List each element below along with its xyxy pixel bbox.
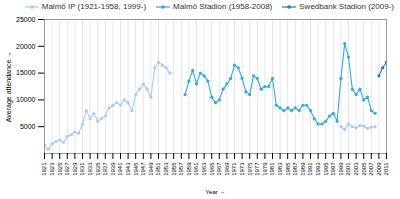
svg-text:2007: 2007 <box>368 162 374 176</box>
svg-text:1921: 1921 <box>41 162 47 176</box>
svg-text:1955: 1955 <box>171 162 177 176</box>
svg-text:1965: 1965 <box>209 162 215 176</box>
svg-text:1927: 1927 <box>64 162 70 176</box>
svg-text:1931: 1931 <box>79 162 85 176</box>
svg-text:1941: 1941 <box>117 162 123 176</box>
svg-text:2003: 2003 <box>353 162 359 176</box>
svg-text:1993: 1993 <box>315 162 321 176</box>
svg-text:1935: 1935 <box>95 162 101 176</box>
svg-text:1997: 1997 <box>330 162 336 176</box>
svg-text:1999: 1999 <box>338 162 344 176</box>
svg-text:1975: 1975 <box>247 162 253 176</box>
svg-text:1945: 1945 <box>133 162 139 176</box>
svg-text:2009: 2009 <box>376 162 382 176</box>
svg-text:1971: 1971 <box>231 162 237 176</box>
svg-text:1963: 1963 <box>201 162 207 176</box>
svg-text:1959: 1959 <box>186 162 192 176</box>
svg-text:1983: 1983 <box>277 162 283 176</box>
svg-text:1989: 1989 <box>300 162 306 176</box>
svg-text:1929: 1929 <box>72 162 78 176</box>
svg-text:1937: 1937 <box>102 162 108 176</box>
svg-text:1977: 1977 <box>254 162 260 176</box>
svg-text:2005: 2005 <box>361 162 367 176</box>
svg-text:1969: 1969 <box>224 162 230 176</box>
html-text:Malmö IP (1921-1958, 1999-): Malmö IP (1921-1958, 1999-) <box>41 2 147 11</box>
svg-text:20000: 20000 <box>16 43 36 50</box>
svg-text:1967: 1967 <box>216 162 222 176</box>
svg-text:1943: 1943 <box>125 162 131 176</box>
svg-text:15000: 15000 <box>16 69 36 76</box>
svg-text:1961: 1961 <box>193 162 199 176</box>
html-text:Malmö Stadion (1958-2008): Malmö Stadion (1958-2008) <box>173 2 273 11</box>
svg-text:1957: 1957 <box>178 162 184 176</box>
svg-text:1995: 1995 <box>323 162 329 176</box>
svg-text:2011: 2011 <box>383 162 389 176</box>
svg-text:Average attendance →: Average attendance → <box>5 51 13 122</box>
svg-text:1933: 1933 <box>87 162 93 176</box>
svg-text:1923: 1923 <box>49 162 55 176</box>
svg-text:1981: 1981 <box>269 162 275 176</box>
svg-text:1939: 1939 <box>110 162 116 176</box>
svg-text:2001: 2001 <box>345 162 351 176</box>
svg-text:25000: 25000 <box>16 16 36 23</box>
svg-text:1991: 1991 <box>307 162 313 176</box>
svg-text:1979: 1979 <box>262 162 268 176</box>
svg-text:10000: 10000 <box>16 96 36 103</box>
svg-text:1985: 1985 <box>285 162 291 176</box>
svg-text:1925: 1925 <box>57 162 63 176</box>
svg-text:1951: 1951 <box>155 162 161 176</box>
svg-text:1953: 1953 <box>163 162 169 176</box>
svg-text:1987: 1987 <box>292 162 298 176</box>
svg-text:1973: 1973 <box>239 162 245 176</box>
svg-text:5000: 5000 <box>20 123 36 130</box>
svg-text:1949: 1949 <box>148 162 154 176</box>
svg-text:Year →: Year → <box>206 189 226 195</box>
svg-text:1947: 1947 <box>140 162 146 176</box>
html-text:Swedbank Stadion (2009-): Swedbank Stadion (2009-) <box>299 2 394 11</box>
